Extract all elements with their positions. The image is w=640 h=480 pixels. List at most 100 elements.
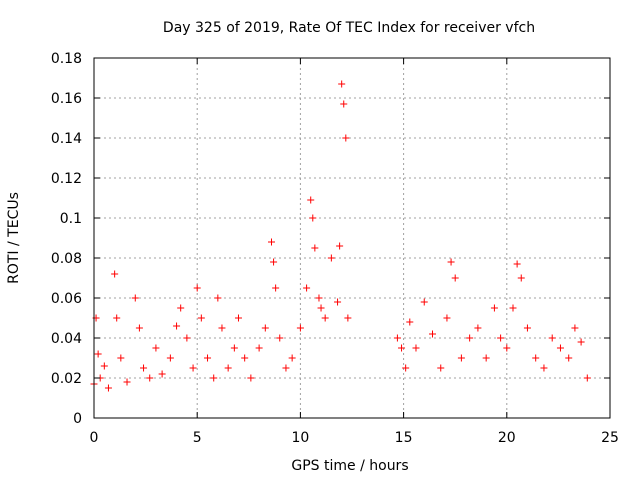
data-point [307, 196, 315, 204]
data-point [532, 354, 540, 362]
data-point [451, 274, 459, 282]
data-point [288, 354, 296, 362]
data-point [166, 354, 174, 362]
data-point [497, 334, 505, 342]
data-point [210, 374, 218, 382]
data-point [309, 214, 317, 222]
data-point [344, 314, 352, 322]
data-point [490, 304, 498, 312]
data-point [402, 364, 410, 372]
data-point [457, 354, 465, 362]
data-point [214, 294, 222, 302]
axis-tick-labels: 0 5 10 15 20 25 0 0.02 0.04 0.06 0.08 0.1 0.12 0.14 0.… [51, 51, 619, 446]
x-tick-label: 5 [193, 430, 202, 446]
data-point [177, 304, 185, 312]
data-point [234, 314, 242, 322]
data-point [509, 304, 517, 312]
data-point [466, 334, 474, 342]
data-point [100, 362, 108, 370]
data-point [193, 284, 201, 292]
data-point [540, 364, 548, 372]
data-point [241, 354, 249, 362]
data-point [272, 284, 280, 292]
data-point [140, 364, 148, 372]
x-tick-label: 15 [395, 430, 413, 446]
data-point [135, 324, 143, 332]
y-tick-label: 0.12 [51, 171, 82, 187]
data-point [146, 374, 154, 382]
y-tick-label: 0.06 [51, 291, 82, 307]
data-point [513, 260, 521, 268]
data-points [90, 80, 591, 392]
data-point [315, 294, 323, 302]
data-point [247, 374, 255, 382]
data-point [111, 270, 119, 278]
data-point [224, 364, 232, 372]
data-point [565, 354, 573, 362]
y-tick-label: 0.08 [51, 251, 82, 267]
data-point [338, 80, 346, 88]
x-tick-label: 25 [601, 430, 619, 446]
data-point [204, 354, 212, 362]
y-tick-label: 0.1 [60, 211, 82, 227]
y-axis-label: ROTI / TECUs [6, 192, 22, 284]
data-point [482, 354, 490, 362]
data-point [398, 344, 406, 352]
data-point [327, 254, 335, 262]
data-point [336, 242, 344, 250]
data-point [393, 334, 401, 342]
data-point [276, 334, 284, 342]
data-point [255, 344, 263, 352]
x-tick-label: 0 [90, 430, 99, 446]
data-point [104, 384, 112, 392]
data-point [152, 344, 160, 352]
data-point [131, 294, 139, 302]
data-point [523, 324, 531, 332]
data-point [311, 244, 319, 252]
data-point [158, 370, 166, 378]
data-point [261, 324, 269, 332]
data-point [303, 284, 311, 292]
axis-ticks [93, 57, 611, 419]
data-point [321, 314, 329, 322]
data-point [113, 314, 121, 322]
data-point [317, 304, 325, 312]
data-point [556, 344, 564, 352]
data-point [548, 334, 556, 342]
data-point [173, 322, 181, 330]
data-point [117, 354, 125, 362]
data-point [443, 314, 451, 322]
data-point [218, 324, 226, 332]
data-point [342, 134, 350, 142]
y-tick-label: 0.18 [51, 51, 82, 67]
data-point [189, 364, 197, 372]
data-point [183, 334, 191, 342]
data-point [296, 324, 304, 332]
data-point [123, 378, 131, 386]
plot-frame [93, 57, 611, 419]
data-point [334, 298, 342, 306]
x-tick-label: 20 [498, 430, 516, 446]
data-point [406, 318, 414, 326]
y-tick-label: 0.14 [51, 131, 82, 147]
data-point [230, 344, 238, 352]
data-point [571, 324, 579, 332]
data-point [437, 364, 445, 372]
data-point [577, 338, 585, 346]
data-point [583, 374, 591, 382]
data-point [94, 350, 102, 358]
data-point [428, 330, 436, 338]
data-point [197, 314, 205, 322]
y-tick-label: 0.02 [51, 371, 82, 387]
data-point [270, 258, 278, 266]
y-tick-label: 0.04 [51, 331, 82, 347]
data-point [503, 344, 511, 352]
data-point [412, 344, 420, 352]
grid-lines [94, 58, 610, 418]
data-point [340, 100, 348, 108]
data-point [474, 324, 482, 332]
y-tick-label: 0 [73, 411, 82, 427]
x-tick-label: 10 [291, 430, 309, 446]
x-axis-label: GPS time / hours [291, 458, 408, 474]
